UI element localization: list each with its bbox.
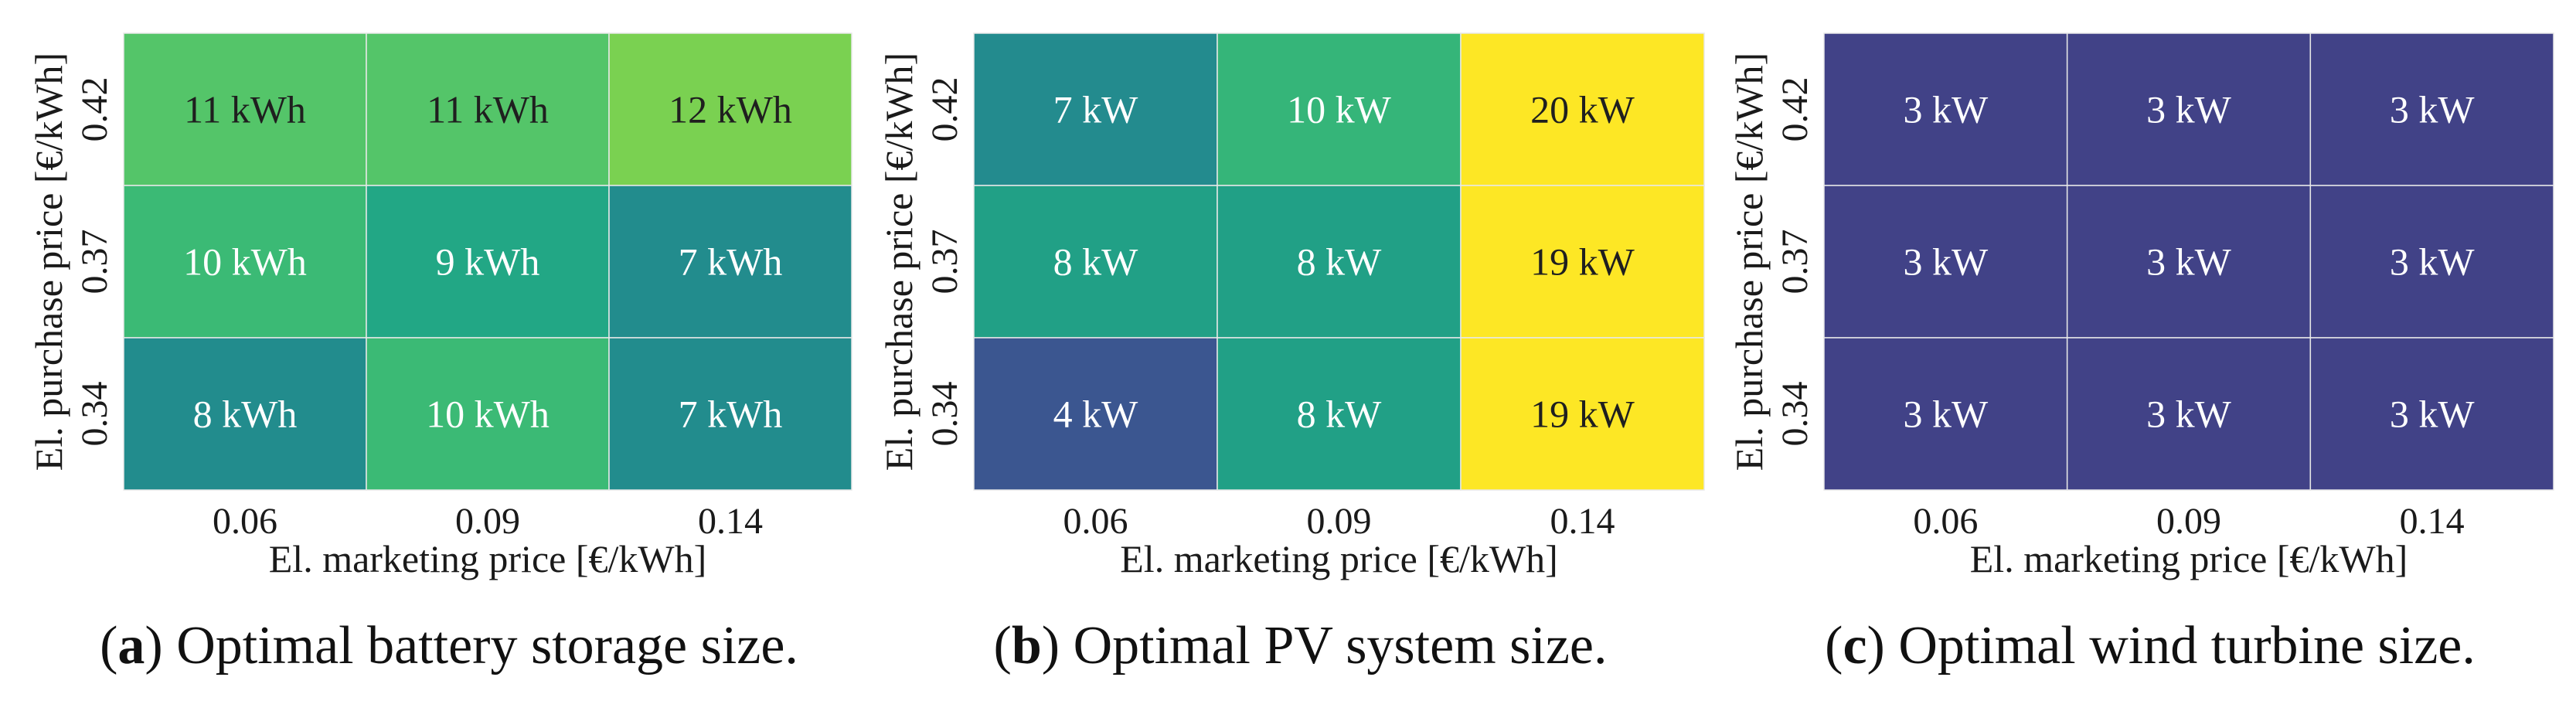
heatmap-cell xyxy=(2066,185,2312,339)
caption-paren-close: ) xyxy=(1867,616,1899,675)
cell-value-label: 7 kW xyxy=(1053,88,1139,131)
cell-value-label: 10 kW xyxy=(1287,88,1392,131)
x-axis-title: El. marketing price [€/kWh] xyxy=(269,537,706,580)
cell-value-label: 19 kW xyxy=(1530,393,1635,436)
cell-value-label: 8 kW xyxy=(1053,240,1139,284)
cell-value-label: 7 kWh xyxy=(679,240,783,284)
x-tick-label: 0.14 xyxy=(1550,501,1615,542)
x-tick-label: 0.09 xyxy=(455,501,520,542)
y-tick-label: 0.34 xyxy=(924,382,965,447)
heatmap-cell xyxy=(608,185,852,339)
cell-value-label: 19 kW xyxy=(1530,240,1635,284)
y-tick-label: 0.42 xyxy=(924,77,965,142)
x-tick-label: 0.06 xyxy=(1063,501,1128,542)
cell-value-label: 9 kWh xyxy=(436,240,540,284)
cell-value-label: 7 kWh xyxy=(679,393,783,436)
heatmap-cell xyxy=(2309,32,2554,186)
caption-letter: a xyxy=(117,616,145,675)
panel-caption: (b) Optimal PV system size. xyxy=(994,616,1608,675)
heatmap-cell xyxy=(608,337,852,491)
cell-value-label: 10 kWh xyxy=(426,393,550,436)
y-tick-label: 0.37 xyxy=(924,230,965,294)
heatmap-panel-a: 11 kWh 11 kWh 12 kWh 10 kWh 9 kWh 7 kWh 8 kWh 1… xyxy=(27,32,852,675)
cell-value-label: 8 kW xyxy=(1297,240,1383,284)
cell-value-label: 20 kW xyxy=(1530,88,1635,131)
cell-value-label: 8 kW xyxy=(1297,393,1383,436)
x-tick-label: 0.06 xyxy=(213,501,277,542)
cell-value-label: 10 kWh xyxy=(183,240,307,284)
heatmap-cell xyxy=(1460,185,1705,339)
heatmap-cell xyxy=(1217,185,1462,339)
cell-value-label: 3 kW xyxy=(2146,240,2232,284)
heatmap-cell xyxy=(366,337,610,491)
heatmap-cell xyxy=(1460,337,1705,491)
cell-value-label: 11 kWh xyxy=(427,88,549,131)
heatmap-cell xyxy=(973,337,1218,491)
y-tick-label: 0.34 xyxy=(1775,382,1815,447)
caption-text: Optimal battery storage size. xyxy=(176,616,798,675)
cell-value-label: 3 kW xyxy=(2146,393,2232,436)
cell-value-label: 4 kW xyxy=(1053,393,1139,436)
caption-paren-open: ( xyxy=(100,616,117,675)
panel-caption: (a) Optimal battery storage size. xyxy=(100,616,798,675)
y-tick-label: 0.37 xyxy=(1775,230,1815,294)
heatmap-cell xyxy=(1217,32,1462,186)
caption-paren-close: ) xyxy=(145,616,176,675)
cell-value-label: 3 kW xyxy=(1903,393,1989,436)
caption-letter: b xyxy=(1012,616,1042,675)
y-axis-title: El. purchase price [€/kWh] xyxy=(1727,53,1771,471)
heatmap-cell xyxy=(2066,337,2312,491)
x-tick-label: 0.09 xyxy=(1307,501,1372,542)
y-tick-label: 0.42 xyxy=(1775,77,1815,142)
x-tick-label: 0.14 xyxy=(698,501,763,542)
caption-paren-open: ( xyxy=(994,616,1012,675)
heatmap-cell xyxy=(366,185,610,339)
heatmap-cell xyxy=(1823,32,2068,186)
x-tick-label: 0.14 xyxy=(2400,501,2465,542)
heatmap-cell xyxy=(2309,337,2554,491)
cell-value-label: 8 kWh xyxy=(193,393,298,436)
y-axis-title: El. purchase price [€/kWh] xyxy=(877,53,920,471)
y-axis-title: El. purchase price [€/kWh] xyxy=(27,53,70,471)
cell-value-label: 3 kW xyxy=(1903,240,1989,284)
caption-text: Optimal wind turbine size. xyxy=(1898,616,2476,675)
y-tick-label: 0.34 xyxy=(74,382,115,447)
caption-paren-close: ) xyxy=(1042,616,1074,675)
cell-value-label: 12 kWh xyxy=(669,88,792,131)
caption-paren-open: ( xyxy=(1825,616,1843,675)
caption-letter: c xyxy=(1843,616,1866,675)
y-tick-label: 0.37 xyxy=(74,230,115,294)
y-tick-label: 0.42 xyxy=(74,77,115,142)
heatmap-panel-b: 7 kW 10 kW 20 kW 8 kW 8 kW 19 kW 4 kW 8 kW 19 kW… xyxy=(877,32,1705,675)
heatmap-cell xyxy=(973,32,1218,186)
heatmap-cell xyxy=(123,185,367,339)
x-axis-title: El. marketing price [€/kWh] xyxy=(1120,537,1557,580)
heatmap-cell xyxy=(1460,32,1705,186)
caption-text: Optimal PV system size. xyxy=(1074,616,1608,675)
cell-value-label: 11 kWh xyxy=(184,88,306,131)
heatmap-panel-c: 3 kW 3 kW 3 kW 3 kW 3 kW 3 kW 3 kW 3 kW 3 kW 0.06… xyxy=(1727,32,2554,675)
heatmap-cell xyxy=(123,32,367,186)
cell-value-label: 3 kW xyxy=(2390,393,2476,436)
cell-value-label: 3 kW xyxy=(2390,240,2476,284)
heatmap-cell xyxy=(1823,337,2068,491)
x-axis-title: El. marketing price [€/kWh] xyxy=(1970,537,2408,580)
heatmap-cell xyxy=(2309,185,2554,339)
cell-value-label: 3 kW xyxy=(2390,88,2476,131)
heatmap-cell xyxy=(1823,185,2068,339)
x-tick-label: 0.06 xyxy=(1913,501,1978,542)
x-tick-label: 0.09 xyxy=(2156,501,2221,542)
cell-value-label: 3 kW xyxy=(2146,88,2232,131)
heatmap-cell xyxy=(2066,32,2312,186)
panel-caption: (c) Optimal wind turbine size. xyxy=(1825,616,2476,675)
cell-value-label: 3 kW xyxy=(1903,88,1989,131)
